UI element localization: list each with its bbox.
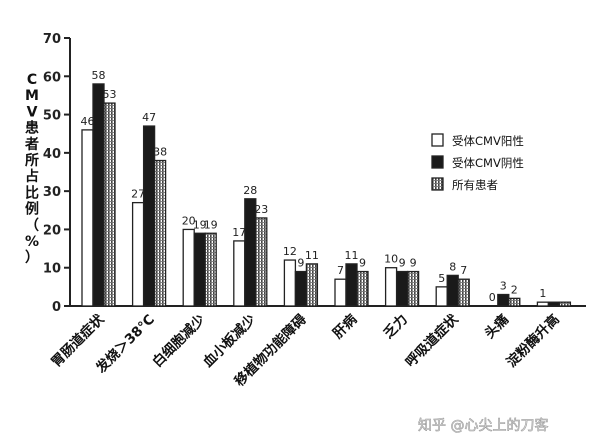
bar-2 [294, 270, 308, 307]
y-tick-label: 50 [43, 109, 61, 124]
bar-2 [395, 270, 409, 307]
y-axis-label-char: V [27, 104, 38, 120]
data-label: 9 [359, 257, 366, 270]
bar-1 [536, 301, 550, 307]
legend-label: 所有患者 [452, 178, 498, 192]
data-label: 38 [153, 146, 167, 159]
bar-3 [457, 278, 470, 307]
y-axis-label-char: C [27, 72, 37, 88]
data-label: 47 [142, 111, 156, 124]
category-label: 淀粉酶升高 [503, 311, 563, 371]
legend-swatch-3 [431, 177, 444, 191]
data-label: 23 [254, 203, 268, 216]
legend-label: 受体CMV阳性 [452, 134, 524, 148]
data-label: 20 [182, 214, 196, 227]
bar-1 [81, 129, 94, 307]
category-label: 白细胞减少 [149, 310, 209, 370]
y-axis-label-char: 占 [25, 168, 39, 185]
category-label: 乏力 [380, 311, 411, 342]
data-label: 46 [81, 115, 95, 128]
data-label: 58 [92, 69, 106, 82]
data-label: 3 [500, 280, 507, 293]
y-tick-label: 10 [43, 262, 61, 277]
data-label: 9 [410, 257, 417, 270]
y-tick-label: 30 [43, 185, 61, 200]
data-label: 17 [232, 226, 246, 239]
bar-3 [356, 270, 369, 307]
bar-1 [233, 240, 246, 307]
data-label: 53 [103, 88, 117, 101]
data-label: 8 [449, 260, 456, 273]
data-label: 11 [345, 249, 359, 262]
bar-3 [558, 301, 572, 307]
bar-3 [508, 297, 521, 307]
data-label: 27 [131, 188, 145, 201]
bar-3 [103, 102, 116, 307]
bar-2 [446, 274, 459, 307]
legend-swatch-1 [431, 133, 444, 147]
data-label: 0 [489, 291, 496, 304]
data-label: 2 [511, 283, 518, 296]
bar-1 [182, 228, 195, 307]
data-label: 5 [438, 272, 445, 285]
bar-2 [547, 301, 561, 307]
bar-3 [255, 217, 268, 307]
data-label: 19 [204, 218, 218, 231]
bar-1 [334, 278, 347, 307]
y-tick-label: 0 [52, 300, 61, 315]
data-label: 9 [297, 257, 304, 270]
y-tick-label: 40 [43, 147, 61, 162]
bar-3 [153, 159, 167, 307]
legend-label: 受体CMV阴性 [452, 156, 524, 170]
watermark: 知乎 @心尖上的刀客 [418, 417, 548, 434]
data-label: 1 [539, 287, 546, 300]
bar-3 [305, 263, 319, 307]
y-axis-label-char: 患 [25, 120, 39, 137]
y-tick-label: 70 [43, 32, 61, 47]
category-label: 呼吸道症状 [402, 310, 462, 370]
y-axis-label-char: 者 [25, 137, 39, 153]
y-axis-label-char: % [25, 234, 39, 250]
bar-1 [131, 201, 145, 307]
data-label: 12 [283, 245, 297, 258]
bar-2 [345, 263, 358, 307]
data-label: 10 [384, 253, 398, 266]
bar-2 [92, 83, 105, 307]
category-label: 头痛 [481, 310, 512, 341]
y-tick-label: 60 [43, 70, 61, 85]
y-axis-label-char: ） [25, 250, 39, 266]
data-label: 7 [460, 264, 467, 277]
y-tick-label: 20 [43, 223, 61, 238]
legend-swatch-2 [431, 155, 444, 169]
bar-1 [435, 286, 448, 307]
data-label: 11 [305, 249, 319, 262]
category-label: 肝病 [329, 310, 360, 341]
bar-1 [384, 267, 398, 307]
data-label: 19 [193, 218, 207, 231]
bar-3 [406, 270, 420, 307]
data-label: 28 [243, 184, 257, 197]
y-axis-label-char: M [25, 88, 39, 104]
y-axis-label-char: （ [25, 218, 39, 234]
data-label: 9 [399, 257, 406, 270]
y-axis-label-char: 比 [25, 184, 39, 201]
y-axis-label-char: 例 [25, 201, 39, 218]
bar-1 [283, 259, 297, 307]
bar-2 [497, 293, 510, 307]
y-axis-label-char: 所 [25, 152, 39, 169]
data-label: 7 [337, 264, 344, 277]
bar-3 [204, 232, 217, 307]
bar-2 [193, 232, 206, 307]
